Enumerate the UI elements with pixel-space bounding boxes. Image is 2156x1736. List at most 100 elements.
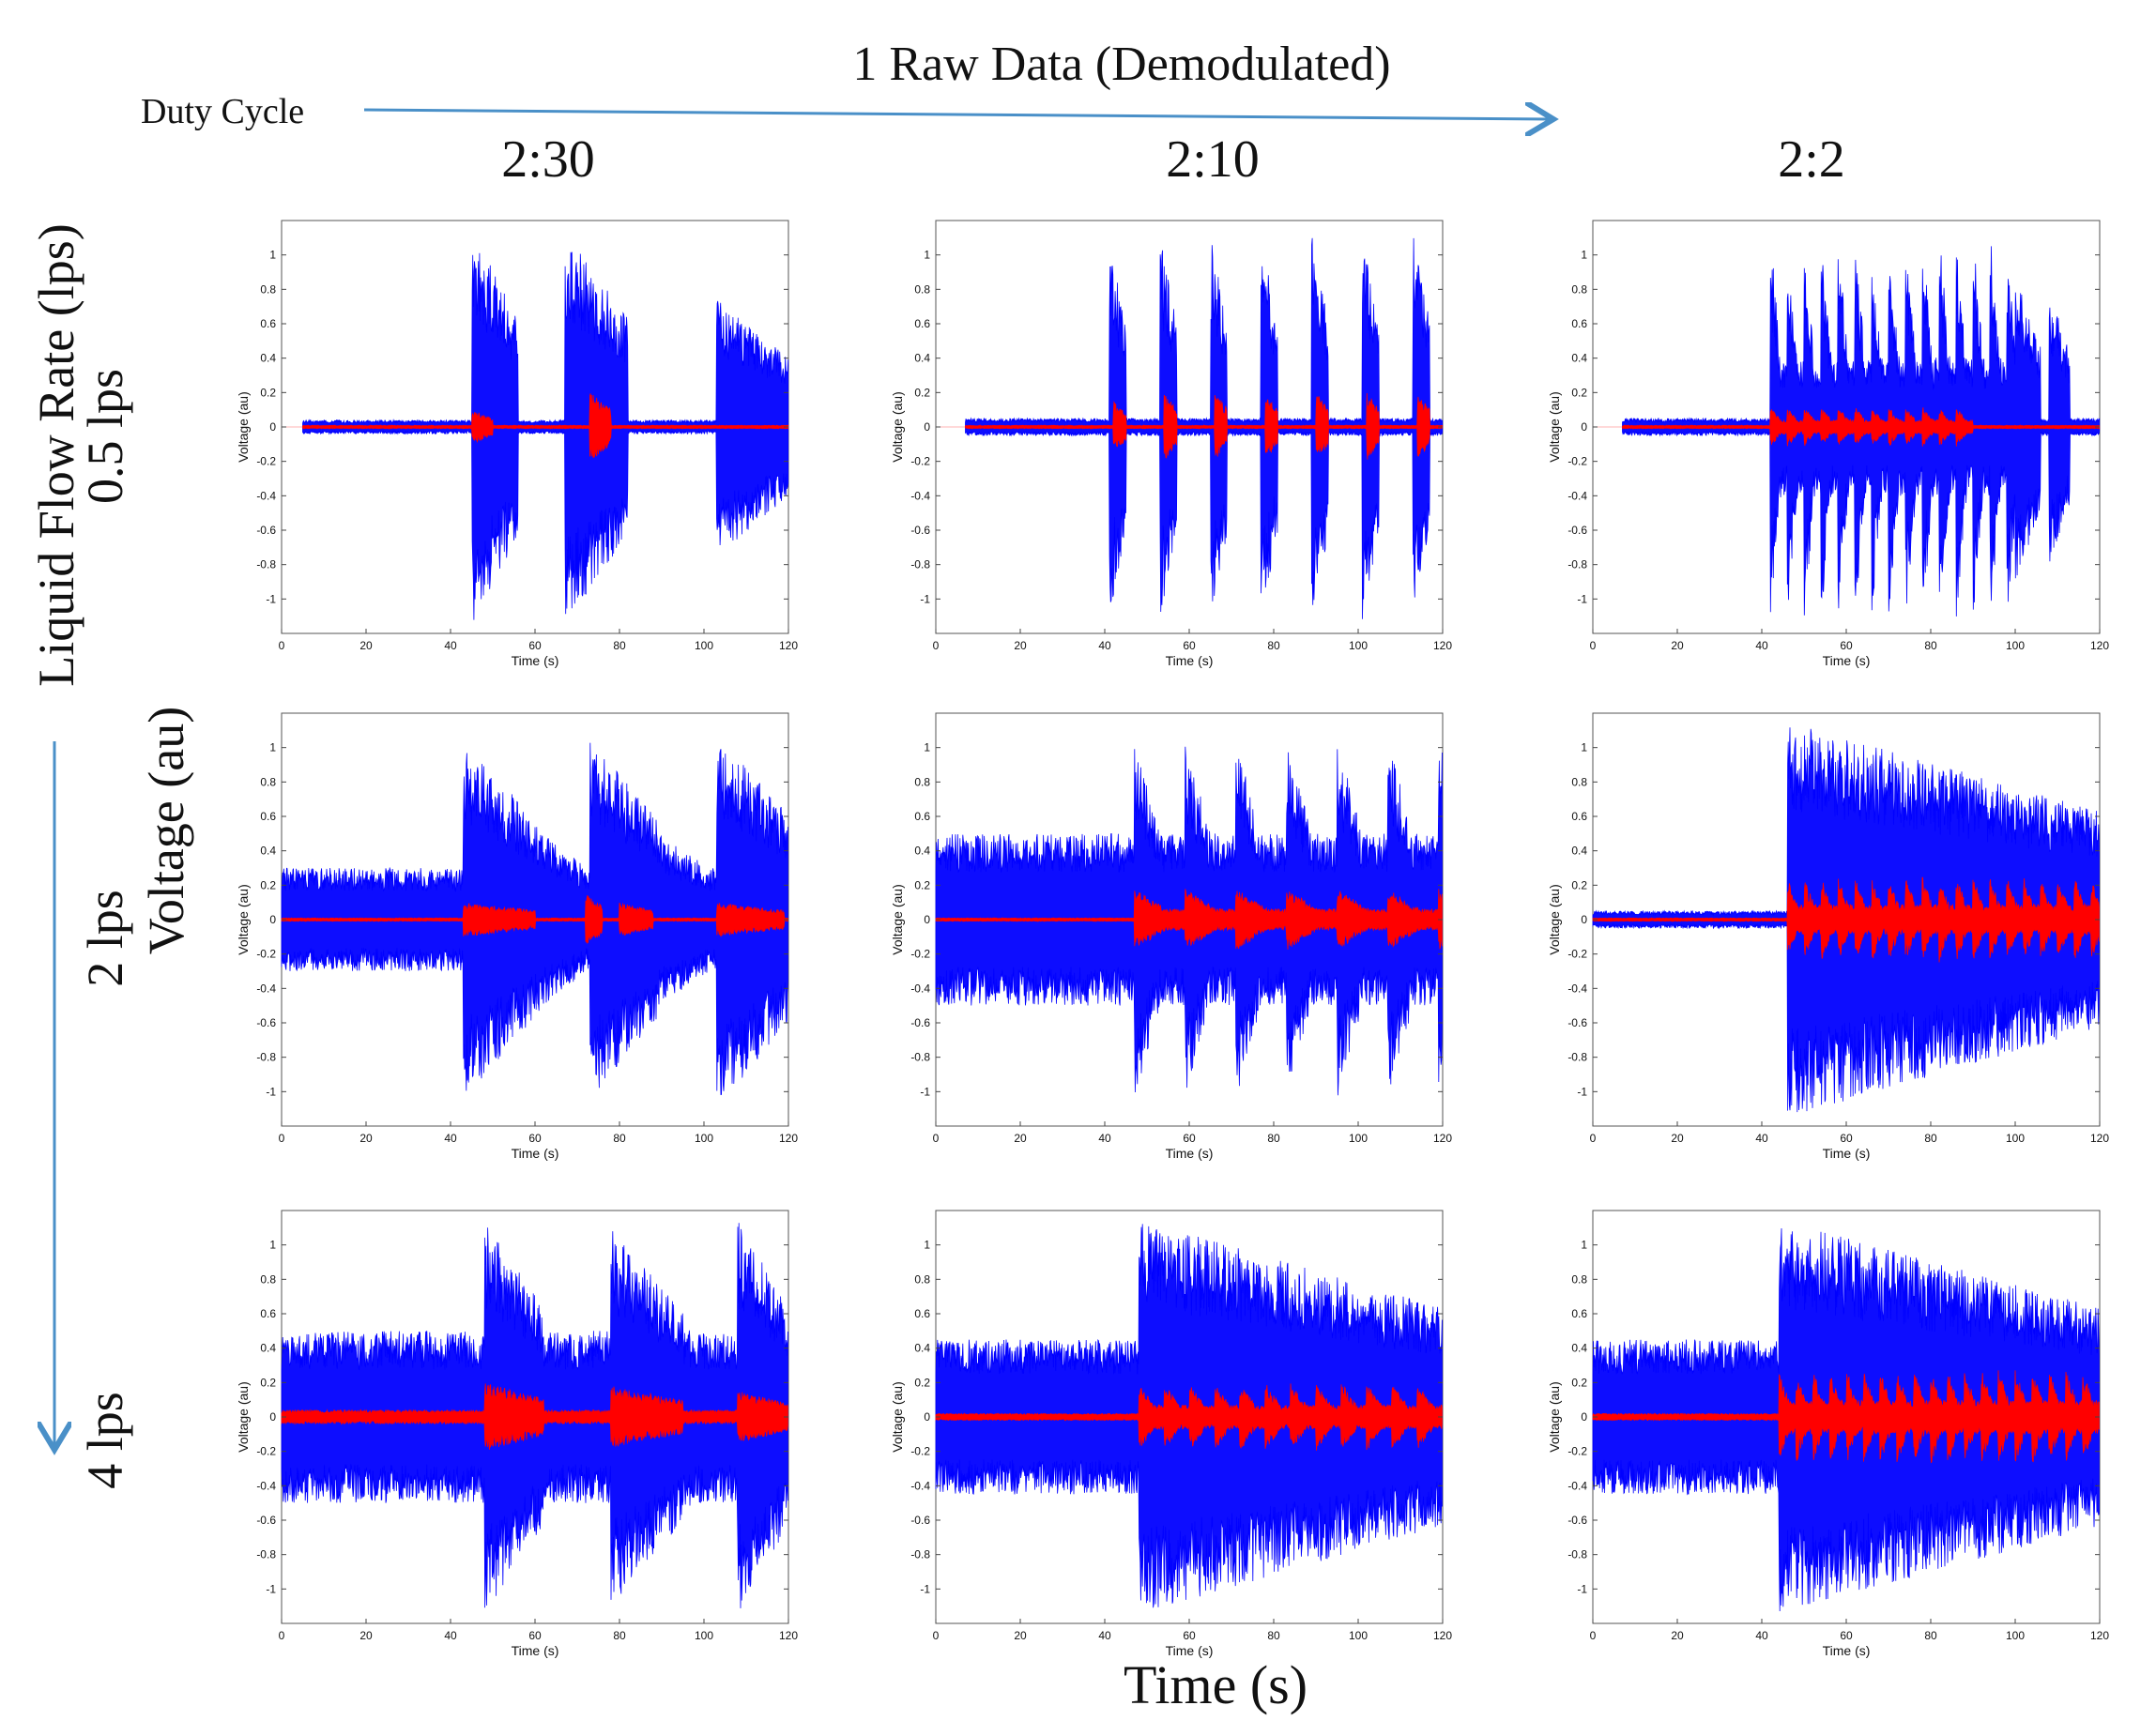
x-axis-label: Time (s)	[512, 1146, 559, 1161]
y-tick-label: 0.4	[1571, 352, 1587, 365]
y-axis-label: Voltage (au)	[1547, 884, 1562, 955]
y-tick-label: 0.4	[914, 1342, 930, 1355]
figure-title: 1 Raw Data (Demodulated)	[852, 38, 1390, 91]
y-tick-label: 1	[269, 249, 276, 262]
y-tick-label: 0	[269, 913, 276, 926]
y-tick-label: -0.4	[256, 489, 276, 502]
y-tick-label: 0.6	[1571, 1307, 1587, 1320]
y-tick-label: 0	[269, 420, 276, 434]
y-tick-label: -0.6	[1567, 1016, 1587, 1029]
x-axis-label: Time (s)	[512, 653, 559, 668]
y-tick-label: 0.2	[1571, 878, 1587, 891]
x-tick-label: 0	[933, 1629, 940, 1642]
x-tick-label: 80	[1267, 639, 1280, 652]
y-tick-label: 0.8	[1571, 1272, 1587, 1286]
y-tick-label: -0.2	[256, 948, 276, 961]
y-tick-label: 0.6	[1571, 810, 1587, 823]
x-tick-label: 60	[1840, 1132, 1853, 1145]
y-tick-label: -0.8	[1567, 1051, 1587, 1064]
y-tick-label: -0.2	[256, 455, 276, 468]
y-tick-label: -0.4	[910, 489, 930, 502]
y-tick-label: 0.4	[260, 352, 276, 365]
x-tick-label: 0	[933, 639, 940, 652]
x-tick-label: 80	[613, 1132, 626, 1145]
x-tick-label: 0	[279, 1132, 285, 1145]
y-tick-label: 1	[924, 249, 930, 262]
y-tick-label: -1	[1577, 1582, 1587, 1595]
y-tick-label: 0.8	[914, 775, 930, 788]
y-tick-label: -0.2	[910, 455, 930, 468]
x-tick-label: 60	[1183, 639, 1196, 652]
x-tick-label: 20	[359, 1629, 373, 1642]
y-tick-label: 0	[269, 1410, 276, 1424]
x-tick-label: 20	[1671, 639, 1684, 652]
x-tick-label: 60	[528, 639, 542, 652]
x-tick-label: 40	[1098, 1132, 1111, 1145]
x-tick-label: 100	[695, 639, 713, 652]
y-tick-label: 0.6	[914, 317, 930, 330]
y-axis-label: Voltage (au)	[1547, 1381, 1562, 1453]
y-tick-label: 0.8	[1571, 282, 1587, 296]
y-tick-label: -0.4	[910, 1479, 930, 1492]
x-tick-label: 120	[779, 1629, 798, 1642]
x-tick-label: 40	[1755, 1132, 1768, 1145]
y-tick-label: 1	[1581, 249, 1587, 262]
x-tick-label: 60	[528, 1629, 542, 1642]
y-tick-label: -0.8	[256, 1051, 276, 1064]
y-tick-label: -0.2	[1567, 1445, 1587, 1458]
series-demodulated	[1592, 876, 2100, 963]
y-tick-label: 0.2	[260, 386, 276, 399]
y-tick-label: -1	[920, 1085, 930, 1098]
x-tick-label: 100	[695, 1629, 713, 1642]
y-tick-label: -0.4	[1567, 489, 1587, 502]
y-axis-label: Voltage (au)	[1547, 391, 1562, 463]
panels: 1 0.8 0.6 0.4 0.2 0 -0.2 -0.4 -0.6 -0.8 -1 0 20 40 60 8…	[236, 220, 2109, 1658]
row-label-2-lps: 2 lps	[77, 890, 133, 987]
y-tick-label: -0.6	[256, 1514, 276, 1527]
series-demodulated	[281, 1383, 788, 1450]
y-tick-label: 0.6	[914, 1307, 930, 1320]
column-label-2-30: 2:30	[501, 130, 595, 189]
x-tick-label: 100	[2006, 1629, 2025, 1642]
x-tick-label: 0	[1590, 1629, 1597, 1642]
x-tick-label: 60	[1840, 1629, 1853, 1642]
y-tick-label: 0	[924, 913, 930, 926]
y-tick-label: 0	[924, 1410, 930, 1424]
y-tick-label: -1	[1577, 592, 1587, 605]
y-axis-label: Voltage (au)	[236, 884, 251, 955]
x-tick-label: 60	[1183, 1132, 1196, 1145]
y-tick-label: -0.8	[1567, 558, 1587, 571]
panel-2-lps-2-30: 1 0.8 0.6 0.4 0.2 0 -0.2 -0.4 -0.6 -0.8 -1 0 20 40 60 8…	[236, 712, 798, 1161]
y-tick-label: -1	[1577, 1085, 1587, 1098]
series-demodulated	[935, 1383, 1443, 1451]
y-tick-label: -1	[266, 1582, 276, 1595]
series-demodulated	[965, 392, 1444, 460]
y-tick-label: -0.6	[910, 1016, 930, 1029]
y-tick-label: 0.8	[1571, 775, 1587, 788]
x-tick-label: 120	[1433, 1132, 1452, 1145]
y-tick-label: -0.6	[1567, 1514, 1587, 1527]
x-tick-label: 40	[444, 1629, 457, 1642]
y-tick-label: 1	[269, 1239, 276, 1252]
x-tick-label: 40	[1098, 1629, 1111, 1642]
x-tick-label: 0	[279, 639, 285, 652]
series-raw	[965, 237, 1444, 619]
y-tick-label: 0.4	[260, 845, 276, 858]
x-tick-label: 100	[2006, 639, 2025, 652]
row-label-0-5-lps: 0.5 lps	[77, 369, 133, 504]
x-tick-label: 0	[1590, 1132, 1597, 1145]
y-tick-label: 0.2	[914, 386, 930, 399]
y-tick-label: -0.4	[1567, 982, 1587, 995]
y-tick-label: -0.4	[910, 982, 930, 995]
y-tick-label: -0.2	[256, 1445, 276, 1458]
y-tick-label: -0.8	[910, 1051, 930, 1064]
y-tick-label: 0.2	[1571, 386, 1587, 399]
x-axis-label: Time (s)	[1823, 1643, 1871, 1658]
y-tick-label: 0.2	[260, 878, 276, 891]
y-tick-label: 1	[1581, 741, 1587, 754]
series-demodulated	[935, 889, 1443, 950]
x-tick-label: 120	[1433, 1629, 1452, 1642]
x-tick-label: 40	[1755, 639, 1768, 652]
x-tick-label: 60	[1183, 1629, 1196, 1642]
